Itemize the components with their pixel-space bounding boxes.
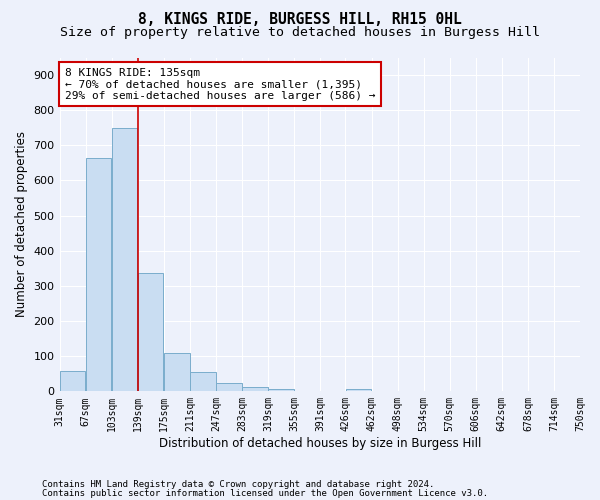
Text: 8, KINGS RIDE, BURGESS HILL, RH15 0HL: 8, KINGS RIDE, BURGESS HILL, RH15 0HL: [138, 12, 462, 28]
Text: Size of property relative to detached houses in Burgess Hill: Size of property relative to detached ho…: [60, 26, 540, 39]
Bar: [164, 354, 190, 392]
Text: 8 KINGS RIDE: 135sqm
← 70% of detached houses are smaller (1,395)
29% of semi-de: 8 KINGS RIDE: 135sqm ← 70% of detached h…: [65, 68, 375, 100]
Bar: [242, 387, 268, 392]
Bar: [138, 272, 163, 392]
X-axis label: Distribution of detached houses by size in Burgess Hill: Distribution of detached houses by size …: [158, 437, 481, 450]
Bar: [60, 372, 85, 392]
Y-axis label: Number of detached properties: Number of detached properties: [15, 132, 28, 318]
Text: Contains HM Land Registry data © Crown copyright and database right 2024.: Contains HM Land Registry data © Crown c…: [42, 480, 434, 489]
Bar: [346, 389, 371, 392]
Bar: [216, 382, 242, 392]
Bar: [112, 128, 137, 392]
Bar: [86, 158, 112, 392]
Bar: [190, 372, 215, 392]
Text: Contains public sector information licensed under the Open Government Licence v3: Contains public sector information licen…: [42, 488, 488, 498]
Bar: [268, 388, 294, 392]
